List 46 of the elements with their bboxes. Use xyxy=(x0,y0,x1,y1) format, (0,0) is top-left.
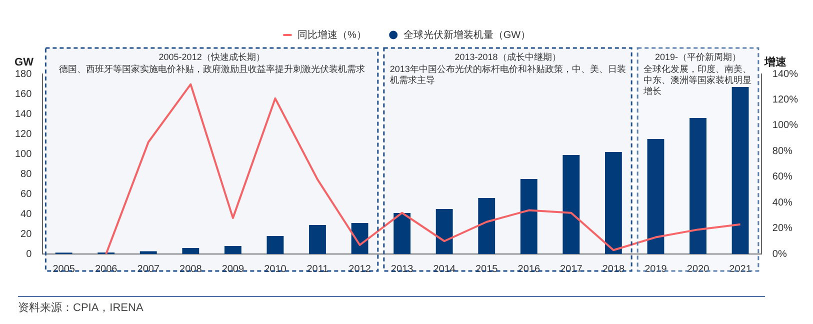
y2-tick-label: 140% xyxy=(772,68,798,80)
x-tick-label: 2007 xyxy=(137,264,160,275)
bar xyxy=(309,225,326,254)
bar xyxy=(690,118,706,254)
y-tick-label: 160 xyxy=(14,88,32,100)
y-tick-label: 20 xyxy=(20,228,32,240)
bar xyxy=(520,179,538,254)
y2-tick-label: 120% xyxy=(772,94,798,106)
band-label: 2013-2018（成长中继期） xyxy=(454,52,561,62)
bar xyxy=(647,139,664,254)
x-tick-label: 2005 xyxy=(52,264,76,275)
legend-label: 全球光伏新增装机量（GW） xyxy=(403,28,531,41)
y-tick-label: 140 xyxy=(14,108,32,120)
y-tick-label: 100 xyxy=(14,148,32,160)
bar xyxy=(436,209,453,254)
y2-tick-label: 60% xyxy=(772,172,793,183)
bar xyxy=(266,236,284,254)
bar xyxy=(562,155,580,254)
bar xyxy=(140,251,157,254)
annotation: 德国、西班牙等国家实施电价补贴，政府激励且收益率提升刺激光伏装机需求 xyxy=(58,64,365,74)
annotation: 全球化发展，印度、南美、中东、澳洲等国家装机明显增长 xyxy=(642,64,752,96)
y-tick-label: 60 xyxy=(20,188,32,200)
y-tick-label: 80 xyxy=(20,168,32,180)
y2-tick-label: 100% xyxy=(772,120,798,132)
y2-tick-label: 40% xyxy=(772,197,793,208)
y-tick-label: 40 xyxy=(20,208,32,220)
y-axis-title: GW xyxy=(14,56,34,69)
text: 资料来源：CPIA，IRENA xyxy=(18,301,144,315)
y-tick-label: 0 xyxy=(26,248,32,260)
y-tick-label: 180 xyxy=(14,68,32,80)
y2-tick-label: 80% xyxy=(772,146,793,157)
x-tick-label: 2006 xyxy=(94,264,118,275)
y2-axis-title: 增速 xyxy=(763,56,788,69)
bar xyxy=(604,152,622,254)
band-label: 2019-（平价新周期） xyxy=(654,52,742,62)
bar xyxy=(478,198,496,254)
y2-tick-label: 20% xyxy=(772,223,793,234)
band-label: 2005-2012（快速成长期） xyxy=(158,52,265,62)
y2-tick-label: 0% xyxy=(772,248,787,260)
bar xyxy=(224,246,242,254)
bar xyxy=(182,248,200,254)
legend-label: 同比增速（%） xyxy=(297,28,366,41)
y-tick-label: 120 xyxy=(14,128,32,140)
bar xyxy=(732,87,749,254)
bar xyxy=(394,213,411,254)
annotation: 2013年中国公布光伏的标杆电价和补贴政策，中、美、日装机需求主导 xyxy=(390,64,626,85)
